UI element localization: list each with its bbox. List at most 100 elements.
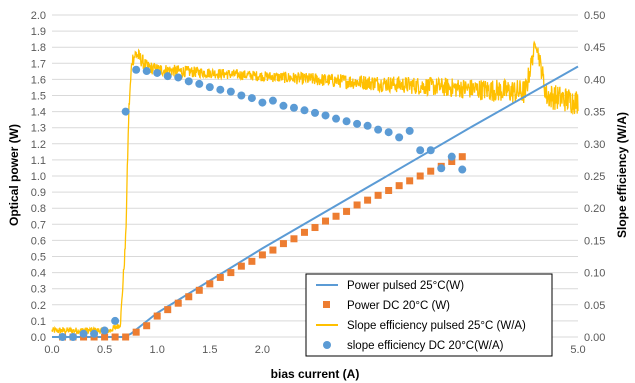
legend-label: slope efficiency DC 20°C(W/A) [347,340,504,352]
y-tick-label: 1.1 [31,155,46,167]
point-power-dc [300,228,308,236]
point-power-dc [143,322,151,330]
point-slope-dc [321,111,330,120]
y-tick-label: 0.3 [31,284,46,296]
y-axis-title: Optical power (W) [7,124,21,226]
y-tick-label: 1.8 [31,42,46,54]
y-tick-label: 2.0 [31,10,46,22]
y-tick-label: 1.4 [31,107,46,119]
point-slope-dc [437,164,446,173]
y-tick-label: 0.4 [31,268,46,280]
legend-item: slope efficiency DC 20°C(W/A) [323,340,504,352]
point-power-dc [216,273,224,281]
point-slope-dc [279,101,288,110]
point-power-dc [206,280,214,288]
point-power-dc [269,246,277,254]
point-slope-dc [416,146,425,155]
point-power-dc [406,177,414,185]
point-slope-dc [363,121,372,130]
point-power-dc [416,172,424,180]
point-slope-dc [121,107,130,116]
legend-circle-swatch [323,341,331,349]
y2-tick-label: 0.20 [584,203,605,215]
point-slope-dc [163,72,172,81]
point-slope-dc [184,77,193,86]
point-power-dc [374,191,382,199]
left-axis-ticks: 0.0 0.1 0.2 0.3 0.4 0.5 0.6 0.7 0.8 0.9 1.0 1.1 1.2 1… [31,10,46,344]
y-tick-label: 0.8 [31,203,46,215]
x-tick-label: 2.0 [255,344,270,356]
y-tick-label: 0.5 [31,252,46,264]
point-slope-dc [195,79,204,88]
legend-square-swatch [323,301,330,308]
point-power-dc [185,293,193,301]
y-tick-label: 1.2 [31,139,46,151]
point-slope-dc [237,91,246,100]
y-tick-label: 0.6 [31,235,46,247]
y2-tick-label: 0.15 [584,235,605,247]
point-power-dc [111,333,119,341]
point-slope-dc [447,152,456,161]
point-power-dc [279,240,287,248]
y-tick-label: 1.6 [31,74,46,86]
y-tick-label: 0.7 [31,219,46,231]
y-tick-label: 0.0 [31,332,46,344]
y-tick-label: 1.3 [31,123,46,135]
legend: Power pulsed 25°C(W) Power DC 20°C (W) S… [305,273,553,357]
y2-tick-label: 0.50 [584,10,605,22]
x-tick-label: 1.0 [150,344,165,356]
point-power-dc [311,224,319,232]
point-power-dc [164,306,172,314]
point-slope-dc [332,114,341,123]
y-tick-label: 1.5 [31,91,46,103]
point-slope-dc [58,333,67,341]
legend-label: Power pulsed 25°C(W) [347,280,464,292]
y-tick-label: 1.7 [31,58,46,70]
point-slope-dc [79,329,88,338]
y-tick-label: 1.9 [31,26,46,38]
x-tick-label: 0.5 [97,344,112,356]
legend-label: Power DC 20°C (W) [347,300,450,312]
y2-tick-label: 0.05 [584,300,605,312]
y2-tick-label: 0.40 [584,74,605,86]
x-tick-label: 0.0 [44,344,59,356]
point-slope-dc [247,94,256,103]
y2-tick-label: 0.10 [584,268,605,280]
point-slope-dc [353,119,362,128]
point-power-dc [364,196,372,204]
y-tick-label: 1.0 [31,171,46,183]
point-power-dc [132,328,140,336]
y2-axis-title: Slope efficiency (W/A) [615,112,629,238]
point-slope-dc [100,326,109,335]
legend-item: Slope efficiency pulsed 25°C (W/A) [316,320,526,332]
point-power-dc [385,186,393,194]
point-slope-dc [384,128,393,137]
y2-tick-label: 0.00 [584,332,605,344]
series-layer [51,40,579,341]
point-power-dc [332,212,340,220]
point-slope-dc [90,329,99,338]
point-slope-dc [342,117,351,126]
point-power-dc [353,201,361,209]
point-slope-dc [395,133,404,142]
point-power-dc [237,262,245,270]
legend-item: Power pulsed 25°C(W) [316,280,464,292]
point-power-dc [122,333,130,341]
point-slope-dc [300,106,309,115]
y-tick-label: 0.1 [31,316,46,328]
point-power-dc [174,299,182,307]
point-slope-dc [268,96,277,105]
point-slope-dc [69,333,78,341]
right-axis-ticks: 0.00 0.05 0.10 0.15 0.20 0.25 0.30 0.35 0.40 0.45… [584,10,605,344]
point-slope-dc [426,146,435,155]
x-tick-label: 1.5 [202,344,217,356]
series-line-slope-pulsed [51,40,579,335]
point-power-dc [153,312,161,320]
legend-box [305,273,553,357]
y2-tick-label: 0.30 [584,139,605,151]
y-tick-label: 0.2 [31,300,46,312]
point-slope-dc [216,85,225,94]
point-power-dc [343,207,351,215]
point-slope-dc [226,87,235,96]
point-slope-dc [111,316,120,325]
